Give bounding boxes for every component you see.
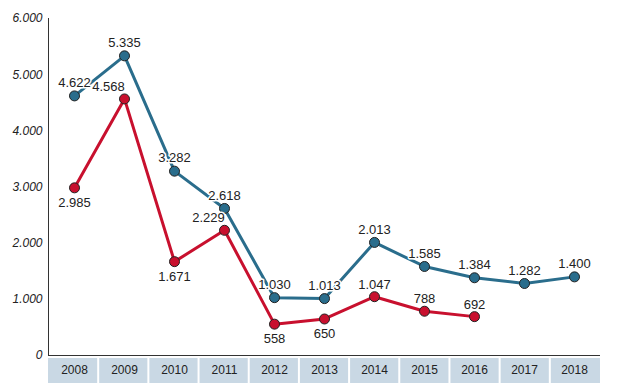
svg-text:1.047: 1.047 <box>358 277 391 292</box>
svg-text:2013: 2013 <box>311 363 338 377</box>
svg-text:5.335: 5.335 <box>108 35 141 50</box>
svg-text:0: 0 <box>36 348 43 362</box>
svg-text:4.568: 4.568 <box>92 79 125 94</box>
svg-text:1.282: 1.282 <box>508 263 541 278</box>
svg-text:788: 788 <box>414 291 436 306</box>
svg-text:558: 558 <box>264 331 286 346</box>
svg-text:2.618: 2.618 <box>208 188 241 203</box>
svg-text:1.585: 1.585 <box>408 246 441 261</box>
svg-text:4.622: 4.622 <box>58 75 91 90</box>
svg-text:4.000: 4.000 <box>12 124 42 138</box>
svg-text:1.400: 1.400 <box>558 256 591 271</box>
svg-text:2017: 2017 <box>511 363 538 377</box>
svg-text:1.030: 1.030 <box>258 277 291 292</box>
svg-text:2008: 2008 <box>61 363 88 377</box>
svg-text:1.671: 1.671 <box>158 269 191 284</box>
svg-text:2018: 2018 <box>561 363 588 377</box>
svg-text:2012: 2012 <box>261 363 288 377</box>
svg-text:2.229: 2.229 <box>192 210 225 225</box>
svg-text:1.013: 1.013 <box>308 278 341 293</box>
svg-text:2010: 2010 <box>161 363 188 377</box>
svg-text:650: 650 <box>314 326 336 341</box>
svg-text:2011: 2011 <box>212 363 238 377</box>
svg-text:5.000: 5.000 <box>12 68 42 82</box>
svg-text:2015: 2015 <box>411 363 438 377</box>
svg-text:2.000: 2.000 <box>11 236 42 250</box>
svg-text:3.282: 3.282 <box>158 150 191 165</box>
svg-text:2014: 2014 <box>361 363 388 377</box>
svg-text:1.384: 1.384 <box>458 257 491 272</box>
svg-text:6.000: 6.000 <box>12 11 42 25</box>
svg-text:2.013: 2.013 <box>358 222 391 237</box>
svg-text:692: 692 <box>464 297 486 312</box>
svg-text:2.985: 2.985 <box>58 195 91 210</box>
svg-text:3.000: 3.000 <box>12 180 42 194</box>
svg-text:1.000: 1.000 <box>12 292 42 306</box>
svg-text:2016: 2016 <box>461 363 488 377</box>
svg-text:2009: 2009 <box>111 363 138 377</box>
